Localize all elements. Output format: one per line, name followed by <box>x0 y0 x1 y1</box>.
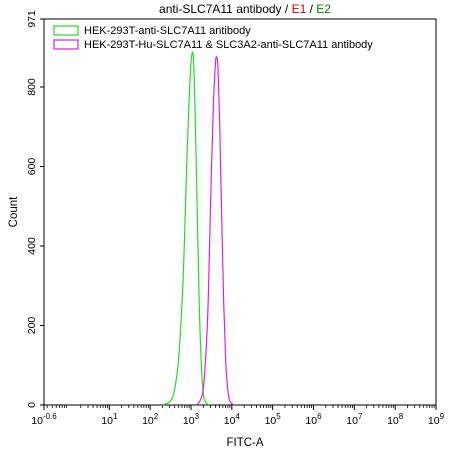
y-tick-label: 0 <box>26 402 38 408</box>
x-axis-label: FITC-A <box>226 437 263 449</box>
x-tick-label: 105 <box>265 412 282 427</box>
x-tick-label: 109 <box>428 412 445 427</box>
chart-title-part: / <box>306 2 316 16</box>
y-tick-label: 600 <box>26 158 38 176</box>
chart-title-part: E1 <box>292 2 307 16</box>
y-tick-label: 400 <box>26 237 38 255</box>
y-tick-label: 971 <box>26 10 38 28</box>
x-tick-label: 106 <box>305 412 322 427</box>
legend-swatch <box>53 39 79 50</box>
chart-title-part: E2 <box>316 2 331 16</box>
y-tick-label: 800 <box>26 78 38 96</box>
x-tick-label: 108 <box>387 412 404 427</box>
x-tick-label: 102 <box>142 412 159 427</box>
x-tick-label: 103 <box>183 412 200 427</box>
x-tick-label: 101 <box>101 412 118 427</box>
series-line-1 <box>162 51 210 406</box>
x-tick-label: 10-0.6 <box>31 412 57 427</box>
plot-frame <box>43 18 437 406</box>
legend-label: HEK-293T-Hu-SLC7A11 & SLC3A2-anti-SLC7A1… <box>84 39 373 51</box>
legend-swatch <box>53 25 79 36</box>
x-tick-label: 107 <box>346 412 363 427</box>
chart-title-part: anti-SLC7A11 antibody / <box>159 2 292 16</box>
legend-label: HEK-293T-anti-SLC7A11 antibody <box>84 25 251 37</box>
plot-area: 0 200 400 600 800 971 10-0.6 101 102 103 104 105 106… <box>26 10 445 427</box>
chart-title: anti-SLC7A11 antibody / E1 / E2 <box>159 2 331 16</box>
x-tick-label: 104 <box>224 412 241 427</box>
y-tick-label: 200 <box>26 317 38 335</box>
y-axis-label: Count <box>8 196 20 227</box>
series-line-2 <box>196 56 235 406</box>
